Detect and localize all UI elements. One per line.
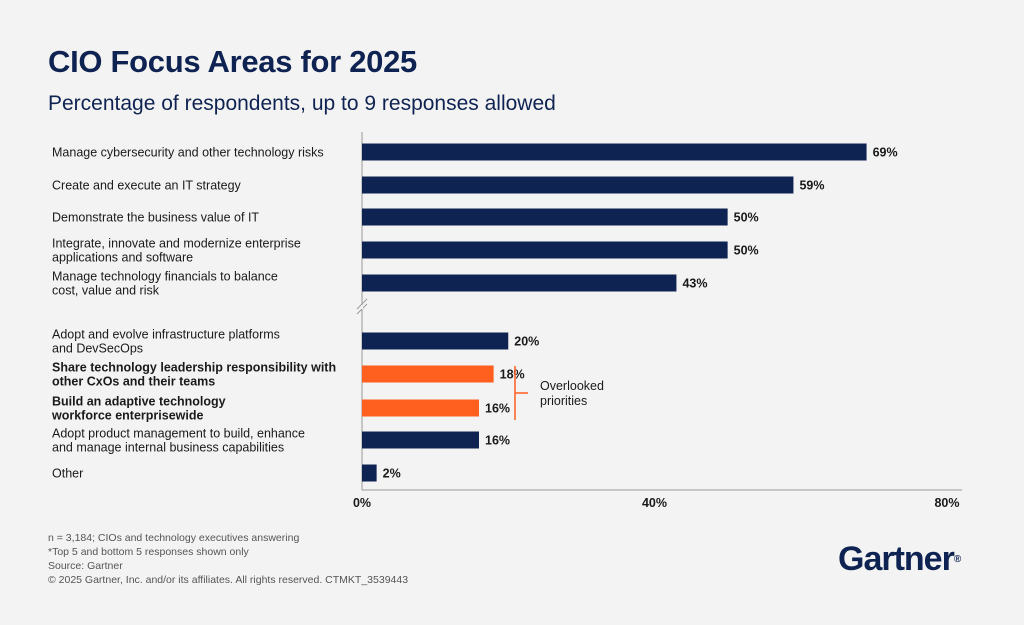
chart-subtitle: Percentage of respondents, up to 9 respo… (48, 92, 556, 115)
category-label: Integrate, innovate and modernize enterp… (52, 237, 301, 265)
category-label-line: Build an adaptive technology (52, 395, 226, 409)
category-label-line: Demonstrate the business value of IT (52, 211, 259, 225)
footnote-source: Source: Gartner (48, 560, 123, 572)
value-label: 50% (734, 244, 759, 258)
bar (362, 241, 728, 259)
bar (362, 365, 494, 383)
bar (362, 464, 377, 482)
category-label-line: and DevSecOps (52, 342, 143, 356)
footnotes: n = 3,184; CIOs and technology executive… (48, 531, 408, 587)
footnote-copyright: © 2025 Gartner, Inc. and/or its affiliat… (48, 574, 409, 586)
bar (362, 399, 479, 417)
bar (362, 208, 728, 226)
category-label-line: Other (52, 467, 83, 481)
category-label-line: cost, value and risk (52, 284, 160, 298)
value-label: 50% (734, 211, 759, 225)
category-label-line: applications and software (52, 251, 193, 265)
category-label: Demonstrate the business value of IT (52, 211, 259, 225)
category-label: Adopt product management to build, enhan… (52, 427, 305, 455)
category-label: Manage technology financials to balance c… (52, 270, 278, 298)
category-label-line: Create and execute an IT strategy (52, 179, 242, 193)
annotation-label: Overlooked priorities (540, 379, 604, 408)
bar (362, 274, 677, 292)
value-label: 18% (500, 368, 525, 382)
category-label-line: Share technology leadership responsibili… (52, 361, 336, 375)
value-label: 59% (799, 179, 824, 193)
x-tick-label: 80% (934, 496, 959, 510)
category-label-line: Manage cybersecurity and other technolog… (52, 146, 324, 160)
value-label: 69% (873, 146, 898, 160)
annotation-line: Overlooked (540, 379, 604, 393)
footnote-sample: n = 3,184; CIOs and technology executive… (48, 532, 300, 544)
value-label: 2% (383, 467, 401, 481)
category-label-line: workforce enterprisewide (51, 409, 203, 423)
axis-break-gap (361, 305, 363, 309)
category-label-line: Adopt and evolve infrastructure platform… (52, 328, 280, 342)
bar (362, 176, 794, 194)
logo-text: Gartner (838, 540, 955, 578)
category-label-line: Integrate, innovate and modernize enterp… (52, 237, 301, 251)
category-label: Manage cybersecurity and other technolog… (52, 146, 324, 160)
value-label: 20% (514, 335, 539, 349)
x-tick-label: 0% (353, 496, 371, 510)
gartner-logo: Gartner® (838, 540, 961, 579)
category-label: Adopt and evolve infrastructure platform… (52, 328, 280, 356)
footnote-scope: *Top 5 and bottom 5 responses shown only (48, 546, 249, 558)
bar (362, 431, 479, 449)
category-label: Other (52, 467, 83, 481)
value-label: 16% (485, 434, 510, 448)
registered-mark: ® (953, 554, 962, 565)
annotation-line: priorities (540, 394, 587, 408)
category-label-line: and manage internal business capabilitie… (52, 441, 284, 455)
bar (362, 332, 509, 350)
category-label-line: other CxOs and their teams (52, 375, 215, 389)
category-label: Create and execute an IT strategy (52, 179, 242, 193)
value-label: 16% (485, 402, 510, 416)
axis-break-mark (356, 298, 368, 310)
value-label: 43% (682, 277, 707, 291)
category-label-line: Adopt product management to build, enhan… (52, 427, 305, 441)
category-label: Share technology leadership responsibili… (52, 361, 336, 389)
chart-title: CIO Focus Areas for 2025 (48, 44, 417, 79)
category-label: Build an adaptive technology workforce en… (51, 395, 226, 423)
x-tick-label: 40% (642, 496, 667, 510)
bar (362, 143, 867, 161)
category-label-line: Manage technology financials to balance (52, 270, 278, 284)
